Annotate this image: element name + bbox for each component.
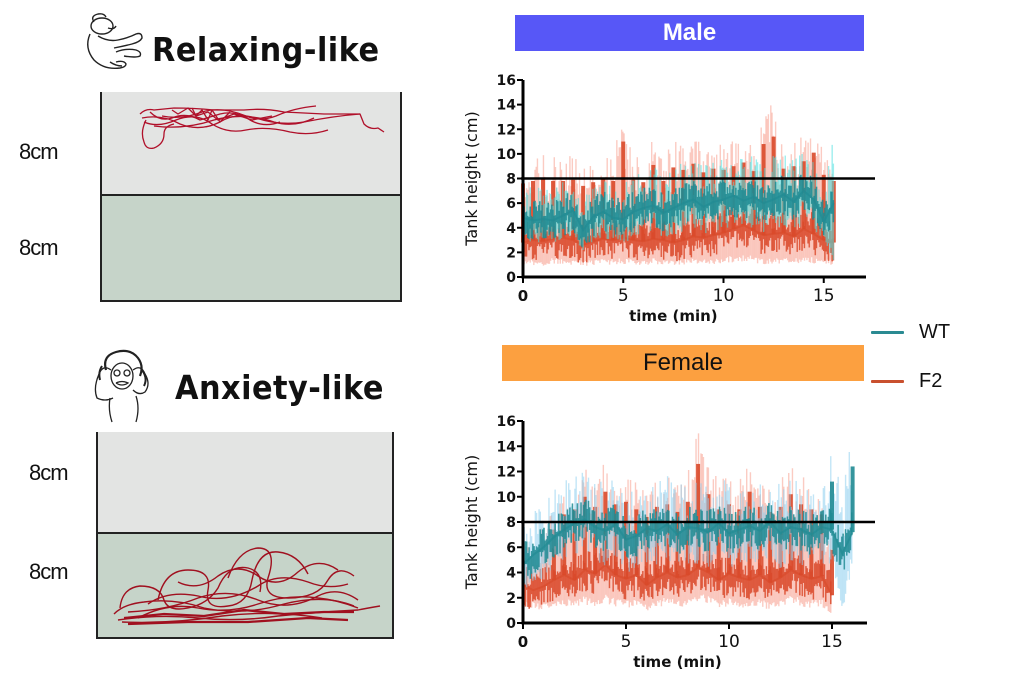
male-tank-height-chart: 0 2 4 6 8 10 12 14 16 0 5 10 15 time (min) Tank height… [462,73,875,325]
anxiety-tank [96,432,394,639]
legend-label-wt: WT [919,321,951,343]
anxiety-lower-depth-label: 8cm [29,559,69,584]
x-axis-label: time (min) [629,307,718,325]
spike-mark [830,549,834,596]
spike-mark [830,481,834,530]
y-tick-label: 12 [497,122,516,138]
y-axis-label: Tank height (cm) [462,455,481,590]
relaxing-panel: Relaxing-like 8cm 8cm [0,0,440,320]
spike-mark [665,504,670,573]
female-tank-height-chart: 0 2 4 6 8 10 12 14 16 0 5 10 15 time (min) Tank height… [462,414,875,671]
relaxing-tank [100,92,402,302]
spike-mark [761,144,766,236]
anxious-cartoon-icon [94,349,149,423]
relaxing-lower-depth-label: 8cm [19,235,59,260]
x-tick-label: 15 [813,286,835,306]
y-tick-label: 4 [506,221,516,237]
y-tick-label: 4 [506,566,516,582]
spike-mark [621,141,626,238]
spike-mark [531,180,536,241]
legend-swatch-f2 [871,380,904,383]
female-banner: Female [502,345,864,381]
y-tick-label: 0 [506,270,516,286]
spike-mark [593,506,598,574]
relaxing-upper-depth-label: 8cm [19,139,59,164]
y-tick-label: 14 [497,98,517,114]
y-tick-label: 6 [506,540,516,556]
relaxing-title: Relaxing-like [152,30,380,69]
legend-item-f2: F2 [871,370,942,393]
anxiety-upper-depth-label: 8cm [29,460,69,485]
x-tick-label: 15 [821,632,843,652]
y-tick-label: 16 [497,414,516,430]
legend-item-wt: WT [871,321,950,344]
y-tick-label: 12 [497,465,516,481]
x-tick-label: 0 [518,287,528,305]
spike-mark [613,504,618,576]
y-tick-label: 8 [506,172,516,188]
x-tick-label: 10 [718,632,740,652]
y-tick-label: 2 [506,591,516,607]
anxiety-panel: Anxiety-like 8cm 8cm [0,330,440,670]
x-tick-label: 0 [518,633,528,651]
y-tick-label: 16 [497,73,516,89]
y-tick-label: 10 [497,147,517,163]
x-axis-label: time (min) [633,653,722,671]
y-tick-label: 2 [506,245,516,261]
y-tick-label: 6 [506,196,516,212]
x-tick-label: 5 [618,286,629,306]
y-tick-label: 14 [497,439,517,455]
anxiety-title: Anxiety-like [175,368,384,407]
male-banner: Male [515,15,864,51]
mean-line-wt [522,189,835,233]
series-wt [522,451,855,606]
mean-line-f2 [522,224,835,247]
spike-mark [572,509,577,581]
x-tick-label: 10 [713,286,735,306]
y-axis-label: Tank height (cm) [462,111,481,246]
tank-lower-zone [102,194,400,300]
relaxing-swim-trajectory [139,105,385,150]
spike-mark [696,463,701,568]
spike-mark [821,174,826,241]
y-tick-label: 8 [506,515,516,531]
spike-mark [768,511,773,583]
spike-mark [716,509,721,581]
tank-upper-zone [98,432,392,536]
legend-label-f2: F2 [919,370,943,392]
y-tick-label: 10 [497,490,517,506]
legend-swatch-wt [871,331,904,334]
mean-line-f2 [522,563,833,596]
relaxing-cartoon-icon [87,13,143,70]
x-tick-label: 5 [621,632,632,652]
y-tick-label: 0 [506,616,516,632]
spike-mark [850,466,855,533]
anxiety-swim-trajectory [113,547,381,626]
